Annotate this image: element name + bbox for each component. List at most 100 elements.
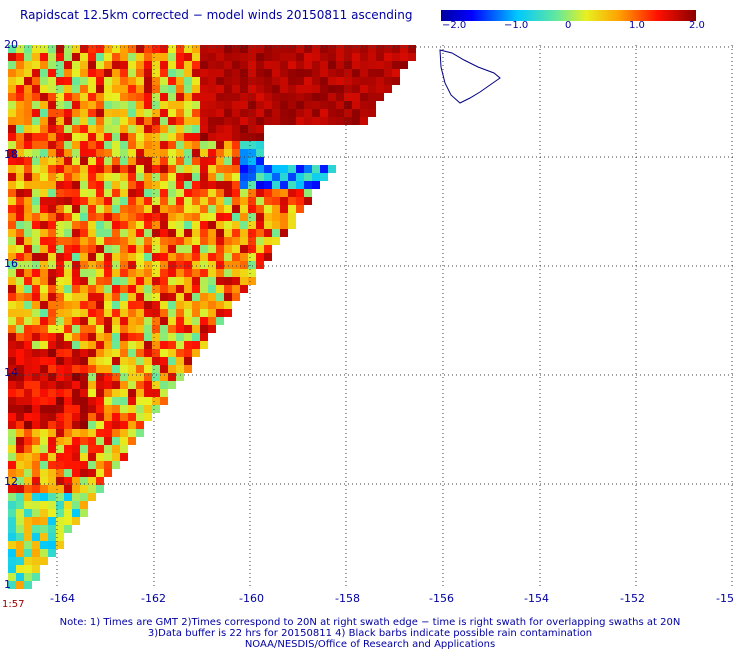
- wind-cell: [88, 349, 96, 357]
- wind-cell: [160, 285, 168, 293]
- wind-cell: [312, 165, 320, 173]
- wind-cell: [216, 69, 224, 77]
- wind-cell: [192, 93, 200, 101]
- wind-cell: [24, 245, 32, 253]
- wind-cell: [176, 205, 184, 213]
- wind-cell: [120, 53, 128, 61]
- lon-label: -154: [524, 592, 549, 605]
- wind-cell: [280, 53, 288, 61]
- wind-cell: [104, 317, 112, 325]
- wind-cell: [128, 205, 136, 213]
- wind-cell: [64, 461, 72, 469]
- wind-cell: [224, 69, 232, 77]
- wind-cell: [384, 77, 392, 85]
- wind-cell: [256, 189, 264, 197]
- wind-cell: [24, 565, 32, 573]
- wind-cell: [64, 429, 72, 437]
- wind-cell: [192, 149, 200, 157]
- wind-cell: [56, 485, 64, 493]
- wind-cell: [200, 157, 208, 165]
- wind-cell: [392, 69, 400, 77]
- wind-cell: [8, 101, 16, 109]
- wind-cell: [144, 405, 152, 413]
- wind-cell: [304, 173, 312, 181]
- colorbar-tick: 2.0: [689, 20, 705, 31]
- wind-cell: [176, 93, 184, 101]
- wind-cell: [64, 125, 72, 133]
- wind-cell: [136, 85, 144, 93]
- wind-cell: [56, 429, 64, 437]
- wind-cell: [112, 77, 120, 85]
- wind-cell: [112, 205, 120, 213]
- wind-cell: [96, 301, 104, 309]
- wind-cell: [232, 269, 240, 277]
- wind-cell: [168, 325, 176, 333]
- wind-cell: [8, 469, 16, 477]
- wind-cell: [32, 477, 40, 485]
- wind-cell: [104, 341, 112, 349]
- wind-cell: [328, 101, 336, 109]
- wind-cell: [24, 541, 32, 549]
- wind-cell: [264, 229, 272, 237]
- wind-cell: [248, 197, 256, 205]
- wind-cell: [360, 61, 368, 69]
- wind-cell: [88, 205, 96, 213]
- wind-cell: [64, 189, 72, 197]
- wind-cell: [32, 437, 40, 445]
- wind-cell: [128, 93, 136, 101]
- wind-cell: [120, 421, 128, 429]
- wind-cell: [176, 133, 184, 141]
- wind-cell: [24, 365, 32, 373]
- wind-cell: [24, 261, 32, 269]
- wind-cell: [328, 53, 336, 61]
- wind-cell: [48, 429, 56, 437]
- wind-cell: [104, 381, 112, 389]
- wind-cell: [80, 469, 88, 477]
- note-line-2: 3)Data buffer is 22 hrs for 20150811 4) …: [147, 628, 593, 639]
- wind-cell: [336, 85, 344, 93]
- wind-cell: [200, 213, 208, 221]
- wind-cell: [16, 85, 24, 93]
- wind-cell: [176, 357, 184, 365]
- wind-cell: [16, 541, 24, 549]
- wind-cell: [176, 61, 184, 69]
- wind-cell: [240, 53, 248, 61]
- wind-cell: [216, 309, 224, 317]
- wind-cell: [184, 109, 192, 117]
- wind-cell: [72, 253, 80, 261]
- wind-cell: [272, 93, 280, 101]
- wind-cell: [8, 53, 16, 61]
- wind-cell: [64, 397, 72, 405]
- wind-cell: [120, 77, 128, 85]
- wind-cell: [248, 237, 256, 245]
- wind-cell: [352, 77, 360, 85]
- wind-cell: [48, 421, 56, 429]
- wind-cell: [168, 373, 176, 381]
- wind-cell: [312, 85, 320, 93]
- wind-cell: [136, 149, 144, 157]
- wind-cell: [32, 205, 40, 213]
- wind-cell: [128, 309, 136, 317]
- wind-cell: [48, 357, 56, 365]
- wind-cell: [24, 237, 32, 245]
- wind-cell: [152, 173, 160, 181]
- wind-cell: [64, 69, 72, 77]
- wind-cell: [48, 253, 56, 261]
- wind-cell: [72, 349, 80, 357]
- wind-cell: [136, 157, 144, 165]
- wind-cell: [368, 85, 376, 93]
- wind-cell: [40, 525, 48, 533]
- wind-cell: [8, 141, 16, 149]
- wind-cell: [280, 205, 288, 213]
- wind-cell: [128, 341, 136, 349]
- wind-cell: [48, 445, 56, 453]
- wind-cell: [72, 277, 80, 285]
- wind-cell: [96, 45, 104, 53]
- wind-cell: [24, 533, 32, 541]
- wind-cell: [184, 221, 192, 229]
- wind-cell: [24, 125, 32, 133]
- wind-cell: [208, 61, 216, 69]
- wind-cell: [256, 77, 264, 85]
- wind-cell: [184, 229, 192, 237]
- wind-cell: [72, 221, 80, 229]
